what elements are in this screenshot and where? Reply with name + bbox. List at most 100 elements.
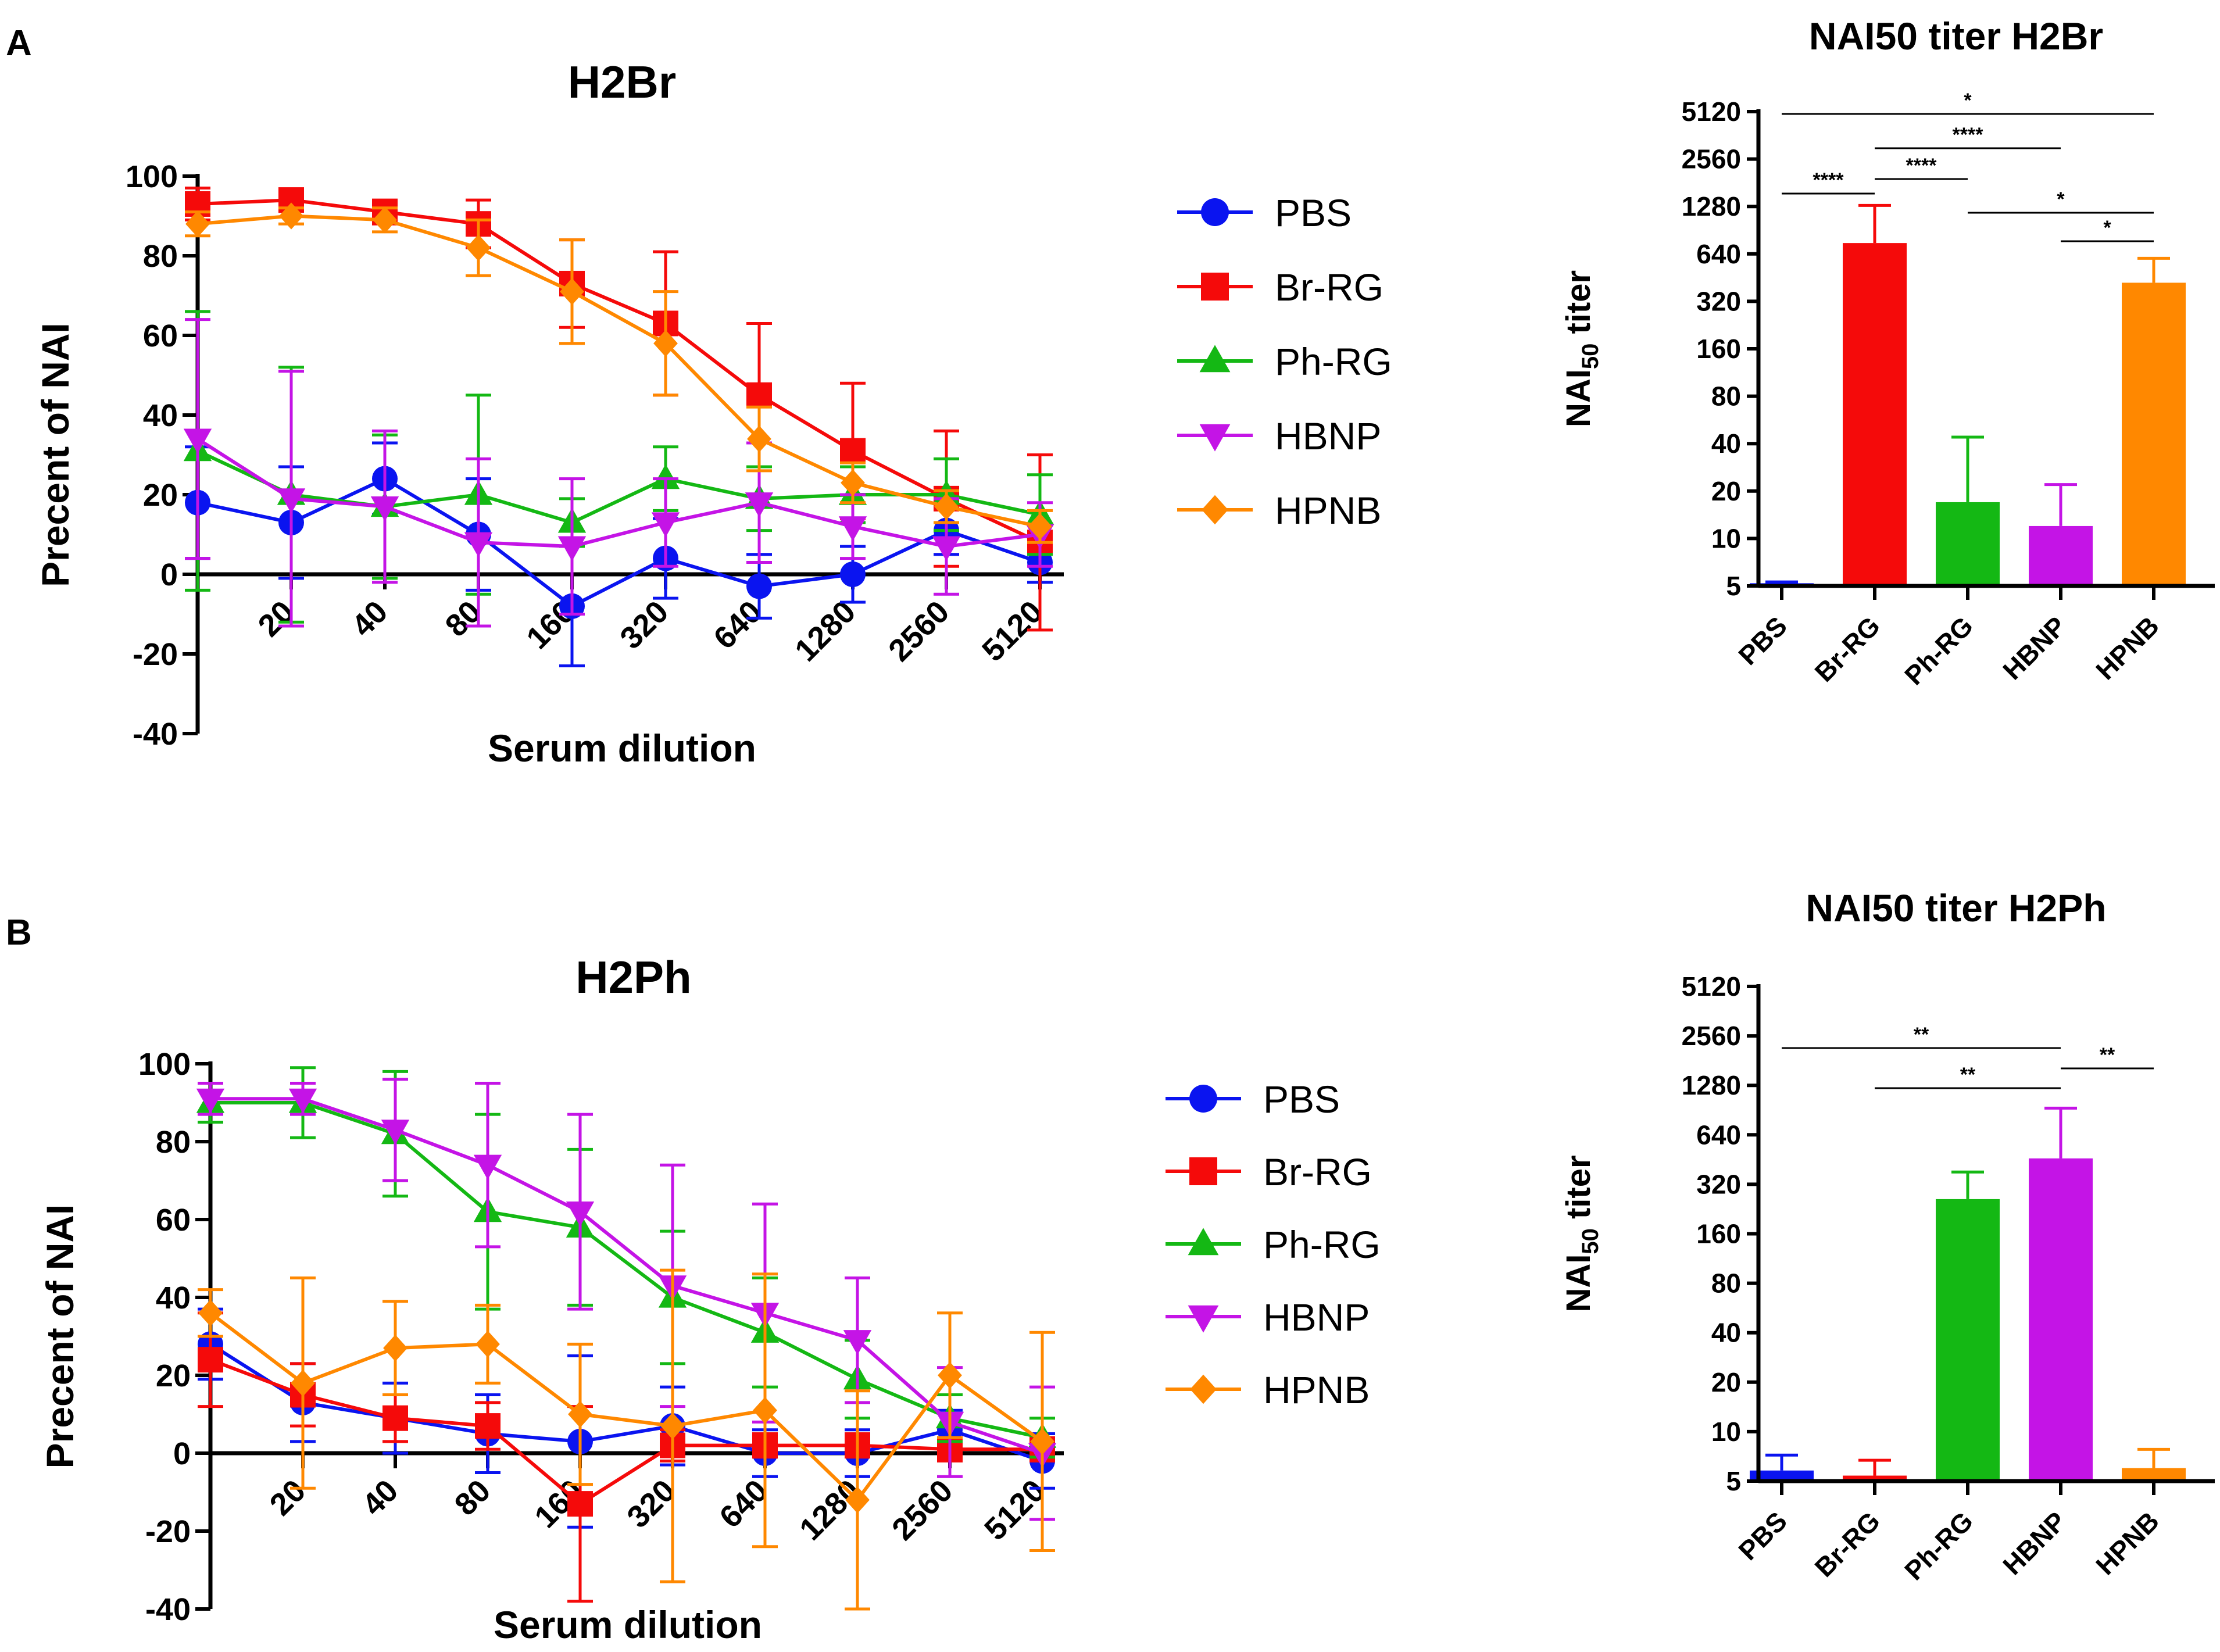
legend-label: HBNP [1263,1296,1370,1339]
legend-item-br-rg: Br-RG [1177,266,1384,309]
legend-label: Ph-RG [1275,340,1392,383]
series-line [209,1358,1042,1506]
legend-item-ph-rg: Ph-RG [1177,340,1392,383]
y-tick-label: 80 [1711,1268,1741,1299]
series-line [209,1311,1043,1503]
x-axis-title: Serum dilution [494,1603,762,1646]
legend-label: PBS [1263,1078,1340,1121]
y-tick-label: 10 [1711,1417,1741,1447]
x-axis-title: Serum dilution [488,727,756,770]
y-axis-title-main: NAI [1560,1254,1597,1313]
significance-label: * [2103,217,2111,239]
data-point [747,425,771,453]
y-tick-label: 160 [1696,1219,1741,1249]
significance-bracket: * [2061,217,2154,242]
y-tick-label: 80 [143,239,178,274]
legend-label: Br-RG [1263,1150,1372,1193]
y-axis-title-main: NAI [1560,369,1597,427]
legend-item-pbs: PBS [1166,1078,1340,1121]
bar-pbs [1750,1470,1814,1481]
y-axis-title-rest: titer [1560,1155,1597,1228]
data-point [291,1369,315,1397]
y-tick-label: 60 [156,1203,191,1238]
data-point [370,496,399,521]
y-axis-title: NAI50 titer [1560,1155,1603,1312]
y-tick-label: 40 [143,398,178,433]
significance-label: * [2057,188,2065,210]
data-point [198,1347,223,1373]
data-point [651,464,680,489]
series-line [197,198,1041,544]
data-point [745,492,774,517]
y-tick-label: 80 [156,1125,191,1160]
data-point [840,438,866,464]
data-point [475,1413,501,1439]
significance-label: **** [1953,124,1984,146]
significance-bracket: ** [1875,1064,2061,1089]
y-tick-label: 40 [156,1281,191,1315]
data-point [196,1088,225,1114]
y-tick-label: 1280 [1682,191,1741,221]
data-point [753,1397,777,1424]
panel-label-b: B [6,913,32,953]
series-line [209,1342,1043,1463]
legend-marker [1190,1374,1217,1404]
legend-item-hpnb: HPNB [1166,1368,1370,1411]
y-tick-label: 640 [1696,1120,1741,1150]
data-point [932,536,961,562]
y-tick-label: -40 [145,1592,191,1627]
data-point [845,1486,870,1514]
bar-hbnp [2029,1158,2093,1481]
y-tick-label: 5120 [1682,96,1741,127]
y-axis-title: Precent of NAI [34,323,77,587]
significance-bracket: ** [2061,1044,2154,1070]
significance-label: * [1964,90,1972,112]
y-tick-label: 20 [143,478,178,513]
data-point [373,206,397,234]
legend-marker [1189,1085,1217,1113]
chart-title: NAI50 titer H2Ph [1806,886,2106,929]
significance-label: ** [1914,1024,1929,1046]
data-point [473,1154,502,1180]
data-point [1030,1428,1054,1455]
bar-hpnb [2122,1468,2186,1481]
data-point [183,428,212,454]
significance-label: **** [1813,169,1844,191]
data-point [838,516,867,542]
legend-item-pbs: PBS [1177,191,1352,234]
significance-bracket: * [1782,90,2154,115]
bar-ph-rg [1936,502,2000,586]
y-tick-label: 2560 [1682,144,1741,174]
data-point [381,1120,410,1145]
legend-label: HPNB [1263,1368,1370,1411]
data-point [382,1405,408,1431]
y-tick-label: 40 [1711,428,1741,459]
y-tick-label: 80 [1711,381,1741,412]
y-tick-label: 2560 [1682,1021,1741,1051]
legend-marker [1201,198,1229,226]
data-point [651,512,680,538]
y-tick-label: 640 [1696,239,1741,269]
data-point [277,488,306,514]
bar-ph-rg [1936,1199,2000,1481]
legend-item-hbnp: HBNP [1177,414,1381,457]
bar-hpnb [2122,283,2186,586]
legend-marker [1188,1305,1219,1333]
y-tick-label: -20 [133,637,178,672]
y-tick-label: 320 [1696,286,1741,316]
series-line [210,1097,1043,1455]
data-point [1028,513,1052,540]
legend-item-br-rg: Br-RG [1166,1150,1372,1193]
data-point [840,562,866,587]
series-hpnb [185,202,1053,544]
legend-label: PBS [1275,191,1352,234]
y-axis-title-rest: titer [1560,270,1597,344]
y-tick-label: 10 [1711,523,1741,553]
data-point [746,573,772,599]
y-tick-label: -40 [133,717,178,752]
data-point [934,493,959,520]
legend-label: HBNP [1275,414,1381,457]
chart-title: H2Ph [575,952,691,1003]
